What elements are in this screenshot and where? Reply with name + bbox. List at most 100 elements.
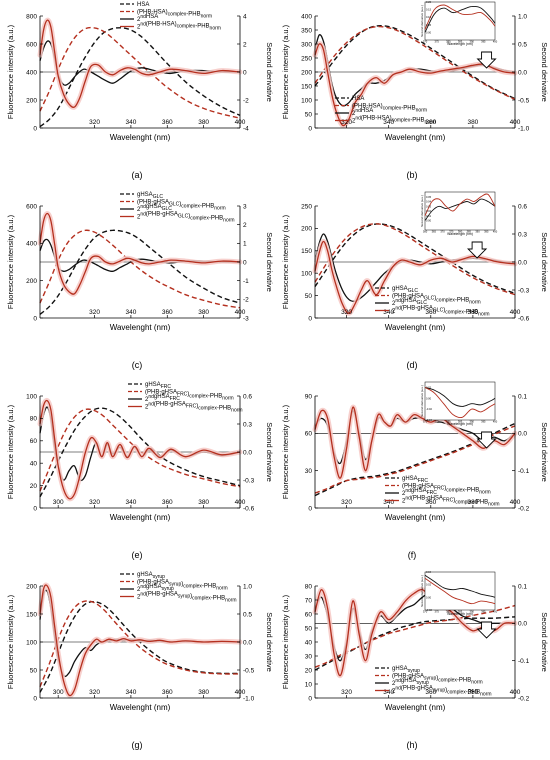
y2-tick-label: -4 bbox=[243, 125, 249, 132]
series-line-3 bbox=[39, 406, 241, 482]
y2-tick-label: 0.0 bbox=[243, 639, 252, 646]
chart-panel-4: 320 340 360 380 400 0 50 100 150 200 250 -0.6 -0.3 0.… bbox=[281, 191, 549, 370]
inset-line-1 bbox=[424, 574, 496, 598]
y-tick-label: 60 bbox=[305, 431, 313, 438]
y2-tick-label: 0.5 bbox=[518, 41, 527, 48]
inset-y-tick: 0.05 bbox=[426, 23, 432, 27]
legend: gHSAsyrup(PHB-gHSAsyrup)complex-PHBnorm2… bbox=[120, 572, 237, 604]
y-tick-label: 0 bbox=[33, 125, 37, 132]
series-line-2 bbox=[39, 26, 241, 119]
legend-label: HSA bbox=[137, 2, 149, 8]
y2-tick-label: 0.0 bbox=[518, 259, 527, 266]
inset-line-1 bbox=[424, 386, 496, 407]
y-tick-label: 0 bbox=[308, 315, 312, 322]
y2-tick-label: 0.3 bbox=[243, 421, 252, 428]
legend-label: 2nd(PHB-gHSAFRC)complex-PHBnorm bbox=[402, 496, 500, 508]
x-tick-label: 400 bbox=[235, 689, 246, 696]
y-tick-label: 50 bbox=[30, 667, 38, 674]
legend-label: 2nd(PHB-gHSAsyrup)complex-PHBnorm bbox=[137, 592, 237, 604]
inset-y-tick: 0.04 bbox=[426, 570, 432, 574]
y-tick-label: 10 bbox=[305, 681, 313, 688]
inset-y-tick: 0.05 bbox=[426, 195, 432, 199]
inset-x-tick: 370 bbox=[423, 420, 428, 424]
x-tick-label: 340 bbox=[125, 689, 136, 696]
series-line-1 bbox=[39, 27, 241, 128]
inset-y-tick: 0.02 bbox=[426, 385, 432, 389]
x-tick-label: 340 bbox=[383, 119, 394, 126]
y-tick-label: 800 bbox=[26, 13, 37, 20]
legend-label: (PHB-gHSAGLC)complex-PHBnorm bbox=[392, 294, 481, 306]
legend-label: 2ndgHSAFRC bbox=[145, 394, 180, 403]
y2-tick-label: -1.0 bbox=[243, 695, 255, 702]
inset-y-tick: -0.02 bbox=[426, 608, 432, 612]
inset-y-tick: 0.00 bbox=[426, 219, 432, 223]
chart-panel-3: 320 340 360 380 400 0 200 400 600 -3 -2 -1 0 1 2 3 Wavel… bbox=[6, 192, 274, 370]
y-tick-label: 200 bbox=[26, 97, 37, 104]
y2-tick-label: 1.0 bbox=[243, 583, 252, 590]
y-tick-label: 100 bbox=[26, 639, 37, 646]
legend: gHSAFRC(PHB-gHSAFRC)complex-PHBnorm2ndgH… bbox=[128, 382, 243, 414]
y2-tick-label: -0.2 bbox=[518, 505, 530, 512]
y-tick-label: 400 bbox=[26, 241, 37, 248]
y2-tick-label: -0.5 bbox=[518, 97, 530, 104]
inset-frame bbox=[424, 1, 496, 41]
legend-label: (PHB-gHSAGLC)complex-PHBnorm bbox=[137, 200, 226, 212]
series-line-2 bbox=[314, 604, 516, 668]
inset-x-title: Wavelength (nm) bbox=[447, 422, 473, 426]
legend-label: (PHB-gHSAFRC)complex-PHBnorm bbox=[402, 484, 491, 496]
y2-tick-label: 0.6 bbox=[518, 203, 527, 210]
y-tick-label: 60 bbox=[30, 438, 38, 445]
x-axis-title: Wavelenght (nm) bbox=[110, 513, 171, 522]
y-tick-label: 200 bbox=[26, 583, 37, 590]
inset-x-title: Wavelength (nm) bbox=[447, 232, 473, 236]
y-tick-label: 70 bbox=[305, 597, 313, 604]
inset-x-tick: 375 bbox=[435, 420, 440, 424]
chart-panel-7: 300 320 340 360 380 400 0 50 100 150 200 -1.0 -0.5 0.… bbox=[6, 572, 274, 750]
x-tick-label: 340 bbox=[383, 309, 394, 316]
y-tick-label: 200 bbox=[301, 226, 312, 233]
y2-tick-label: -0.6 bbox=[243, 505, 255, 512]
legend-label: 2ndHSA bbox=[352, 108, 373, 117]
legend: HSA (PHB-HSA)complex-PHBnorm2ndHSA2nd(PHB… bbox=[335, 96, 436, 126]
y2-axis-title: Second derivative bbox=[265, 422, 274, 482]
y-tick-label: 200 bbox=[301, 69, 312, 76]
inset-line-2 bbox=[424, 4, 496, 30]
y-tick-label: 600 bbox=[26, 203, 37, 210]
y2-tick-label: -1 bbox=[243, 278, 249, 285]
legend-label: 2nd(PHB-gHSAGLC)complex-PHBnorm bbox=[392, 306, 490, 318]
y2-tick-label: -0.1 bbox=[518, 658, 530, 665]
series-line-4 bbox=[39, 399, 241, 500]
series-line-2 bbox=[39, 600, 241, 688]
y-tick-label: 50 bbox=[305, 111, 313, 118]
y2-tick-label: 0.0 bbox=[518, 621, 527, 628]
chart-panel-2: 320 340 360 380 400050100150200250300350400-… bbox=[281, 0, 549, 180]
inset-x-tick: 390 bbox=[470, 40, 475, 44]
inset-y-tick: 0.04 bbox=[426, 200, 432, 204]
x-tick-label: 360 bbox=[425, 309, 436, 316]
x-tick-label: 360 bbox=[425, 119, 436, 126]
x-tick-label: 400 bbox=[510, 309, 521, 316]
inset-x-tick: 380 bbox=[446, 610, 451, 614]
inset-x-tick: 400 bbox=[493, 610, 498, 614]
inset-y-title: Second derivative (a.u.) bbox=[420, 195, 424, 227]
x-axis-title: Wavelenght (nm) bbox=[110, 703, 171, 712]
inset-line-2 bbox=[424, 387, 496, 419]
legend: gHSAGLC(PHB-gHSAGLC)complex-PHBnorm2ndgH… bbox=[375, 286, 490, 318]
y-tick-label: 0 bbox=[308, 125, 312, 132]
y-tick-label: 20 bbox=[305, 667, 313, 674]
inset-y-tick: 0.20 bbox=[426, 0, 432, 4]
y2-tick-label: -3 bbox=[243, 315, 249, 322]
inset-x-tick: 380 bbox=[446, 420, 451, 424]
x-tick-label: 380 bbox=[198, 689, 209, 696]
y2-tick-label: -0.3 bbox=[243, 477, 255, 484]
inset-x-tick: 395 bbox=[481, 610, 486, 614]
series-line-2 bbox=[314, 425, 516, 494]
chart-panel-8: 320 340 360 380 400 0 10 20 30 40 50 60 70 80 -0.2 -0.1… bbox=[281, 570, 549, 750]
x-tick-label: 400 bbox=[510, 499, 521, 506]
inset-y-title: Second derivative (a.u.) bbox=[420, 575, 424, 607]
y2-tick-label: -0.5 bbox=[243, 667, 255, 674]
x-tick-label: 320 bbox=[89, 119, 100, 126]
x-tick-label: 400 bbox=[235, 309, 246, 316]
y2-tick-label: -0.2 bbox=[518, 695, 530, 702]
panel-letter: (c) bbox=[132, 360, 143, 370]
